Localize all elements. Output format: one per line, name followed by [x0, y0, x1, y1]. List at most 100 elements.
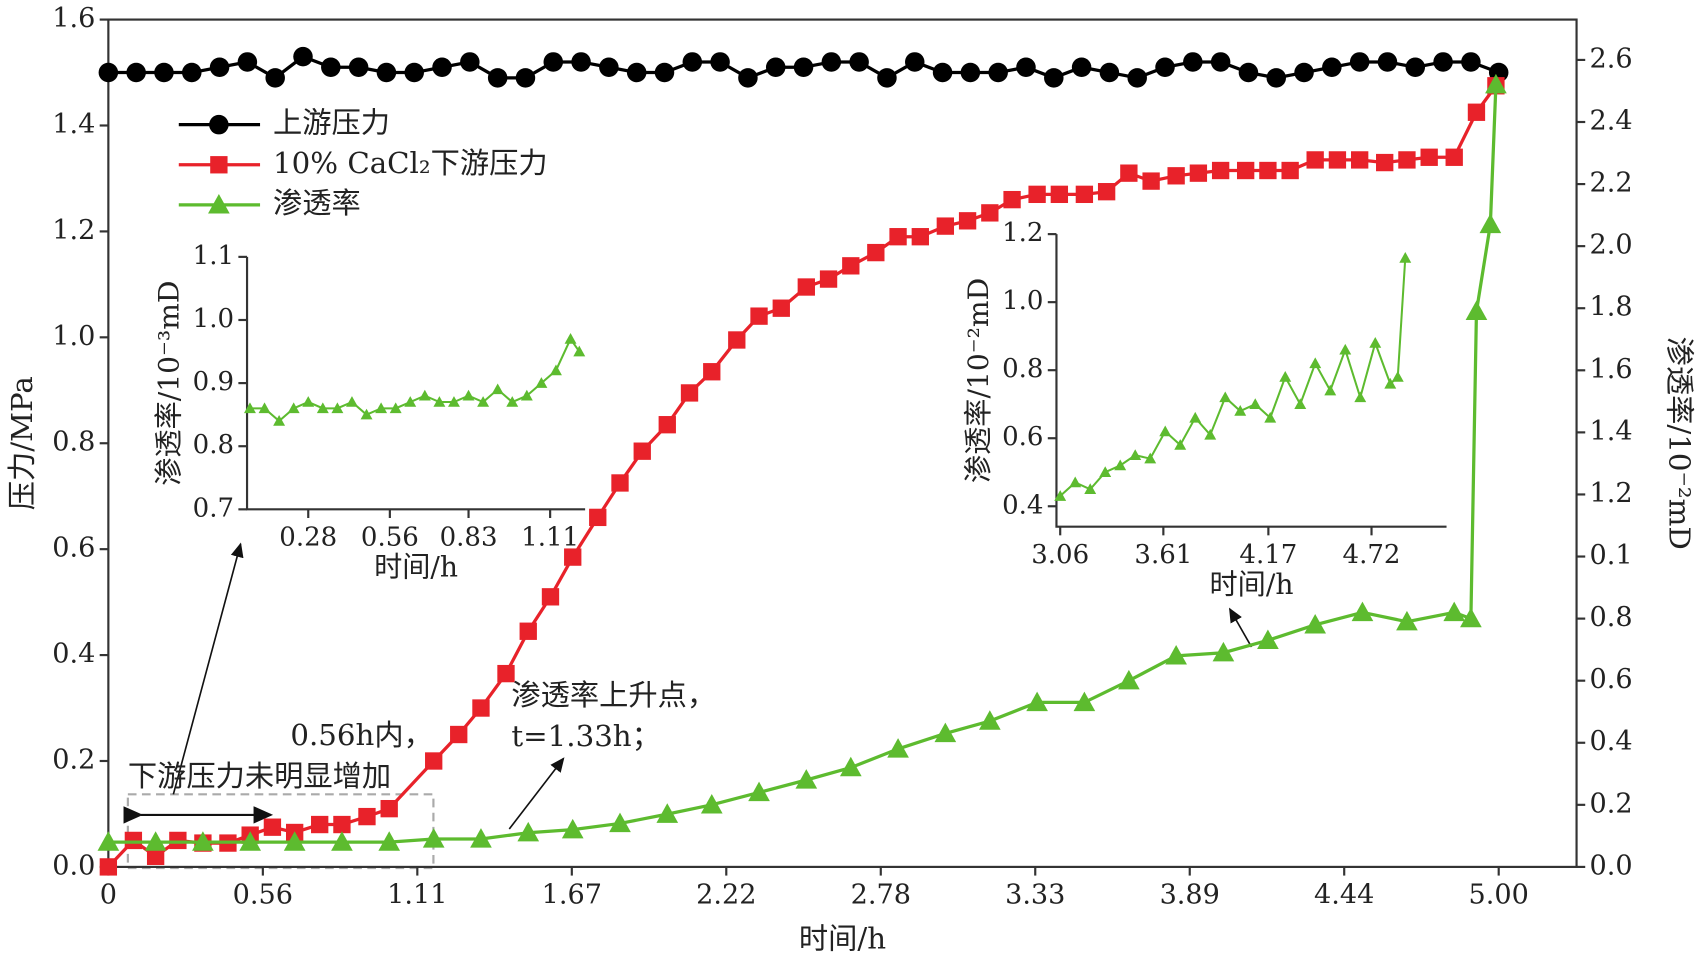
- series-line: [108, 84, 1498, 844]
- point: [404, 62, 424, 83]
- point: [1294, 398, 1307, 409]
- point: [1183, 52, 1203, 72]
- point: [543, 52, 564, 72]
- point: [146, 847, 165, 865]
- y2-tick-label: 0.1: [1590, 540, 1633, 571]
- x-tick-label: 3.61: [1134, 540, 1192, 570]
- point: [958, 212, 977, 230]
- point: [1322, 57, 1342, 77]
- point: [263, 818, 282, 836]
- y2-tick-label: 0.6: [1590, 664, 1633, 695]
- point: [748, 781, 770, 802]
- point: [1165, 645, 1187, 665]
- point: [378, 831, 401, 851]
- y-tick-label: 0.7: [193, 493, 234, 523]
- point: [1099, 62, 1120, 83]
- rise-arrow: [508, 757, 565, 830]
- y2-tick-label: 2.2: [1590, 168, 1633, 199]
- x-axis-label: 时间/h: [799, 922, 886, 956]
- point: [1328, 151, 1347, 169]
- y-tick-label: 1.6: [52, 3, 95, 34]
- point: [422, 828, 445, 848]
- point: [389, 402, 402, 414]
- point: [1099, 466, 1112, 478]
- point: [1384, 377, 1397, 389]
- point: [433, 396, 446, 407]
- point: [905, 52, 925, 72]
- point: [839, 756, 862, 777]
- point: [765, 57, 786, 77]
- point: [1050, 185, 1069, 204]
- point: [472, 699, 490, 717]
- point: [358, 807, 376, 826]
- point: [793, 57, 814, 77]
- point: [1399, 251, 1412, 263]
- point: [404, 396, 417, 407]
- y2-tick-label: 0.2: [1590, 788, 1633, 819]
- y-tick-label: 1.0: [52, 321, 95, 352]
- point: [738, 68, 758, 88]
- point: [887, 738, 909, 758]
- point: [1054, 490, 1067, 501]
- x-axis-label: 时间/h: [1210, 568, 1294, 601]
- point: [819, 270, 838, 288]
- point: [1259, 161, 1277, 180]
- point: [1304, 613, 1327, 634]
- x-tick-label: 2.78: [851, 880, 911, 911]
- point: [99, 858, 118, 876]
- point: [287, 402, 300, 414]
- point: [1266, 68, 1286, 88]
- point: [1073, 691, 1096, 712]
- y2-tick-label: 1.8: [1590, 292, 1633, 323]
- point: [1479, 213, 1502, 234]
- y2-axis-label: 渗透率/10⁻²mD: [1662, 337, 1696, 550]
- point: [564, 548, 582, 566]
- point: [1069, 476, 1082, 488]
- y-tick-label: 0.2: [52, 744, 95, 775]
- point: [331, 831, 353, 851]
- point: [1354, 391, 1367, 403]
- y2-tick-label: 0.0: [1590, 850, 1633, 881]
- point: [1084, 483, 1097, 495]
- series-line: [249, 336, 581, 423]
- point: [418, 389, 431, 401]
- point: [144, 831, 167, 851]
- point: [1339, 343, 1352, 355]
- inset-arrow: [1229, 607, 1253, 648]
- point: [821, 52, 842, 72]
- point: [375, 402, 388, 414]
- point: [541, 588, 560, 606]
- point: [797, 278, 815, 296]
- point: [1443, 601, 1466, 622]
- y-axis-label: 渗透率/10⁻³mD: [153, 280, 186, 485]
- point: [1204, 428, 1217, 440]
- point: [550, 364, 562, 376]
- point: [192, 831, 214, 851]
- point: [633, 442, 651, 460]
- point: [1159, 425, 1172, 437]
- point: [1264, 411, 1277, 423]
- point: [599, 57, 619, 77]
- point: [519, 622, 537, 640]
- x-tick-label: 0: [100, 880, 117, 911]
- y-tick-label: 0.4: [1002, 490, 1043, 520]
- point: [462, 389, 475, 401]
- point: [1396, 610, 1418, 631]
- point: [1075, 185, 1094, 204]
- x-tick-label: 4.44: [1314, 880, 1374, 911]
- x-axis-label: 时间/h: [374, 550, 458, 583]
- point: [154, 62, 174, 83]
- legend-label: 上游压力: [273, 106, 390, 140]
- series-line: [1059, 257, 1407, 497]
- x-tick-label: 1.67: [542, 880, 602, 911]
- point: [470, 828, 492, 848]
- y2-tick-label: 1.4: [1590, 416, 1633, 447]
- point: [728, 331, 746, 349]
- point: [1189, 164, 1208, 182]
- point: [1306, 151, 1324, 169]
- point: [682, 52, 703, 72]
- point: [258, 402, 271, 414]
- point: [1309, 357, 1322, 369]
- point: [293, 46, 313, 67]
